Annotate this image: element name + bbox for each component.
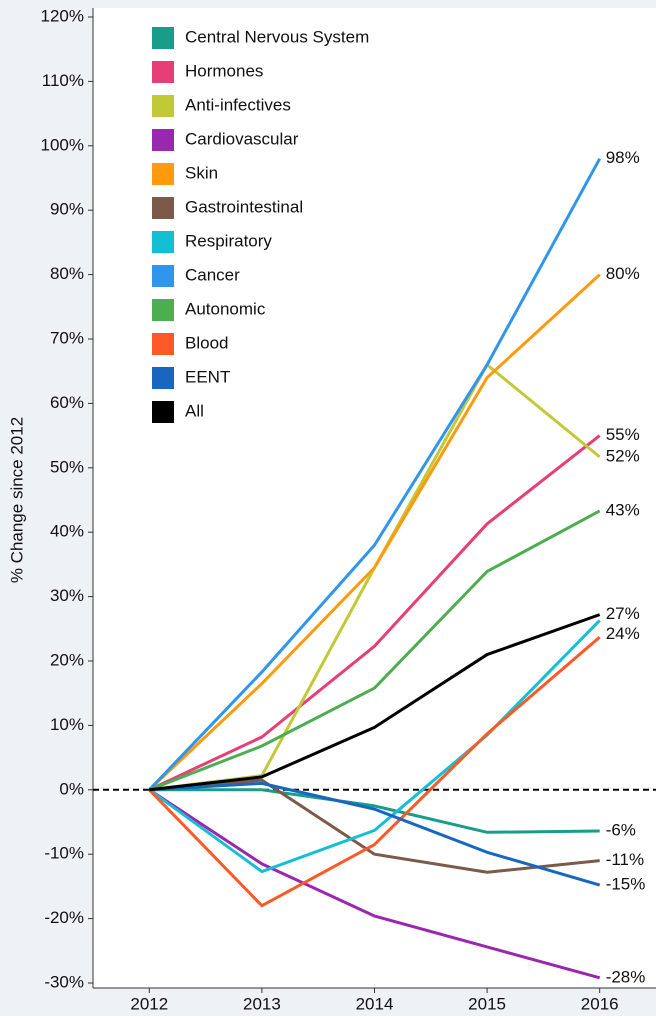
data-label: 80% <box>606 264 640 283</box>
series-line <box>148 636 601 908</box>
y-tick-label: 120% <box>41 6 84 25</box>
y-tick-label: 90% <box>50 200 84 219</box>
series-line <box>148 619 601 874</box>
series-line <box>149 788 600 834</box>
legend-swatch <box>152 299 174 321</box>
legend-label: Hormones <box>185 61 263 80</box>
legend-swatch <box>152 197 174 219</box>
series-line <box>148 273 601 791</box>
x-tick-label: 2012 <box>130 994 168 1013</box>
legend-label: EENT <box>185 367 230 386</box>
legend-label: Cancer <box>185 265 240 284</box>
x-tick-label: 2014 <box>356 994 394 1013</box>
x-tick-label: 2015 <box>468 994 506 1013</box>
y-tick-label: 50% <box>50 457 84 476</box>
x-tick-label: 2013 <box>243 994 281 1013</box>
y-tick-label: 10% <box>50 715 84 734</box>
series-line <box>149 613 601 792</box>
legend-swatch <box>152 27 174 49</box>
series-line <box>149 778 600 874</box>
y-tick-label: -10% <box>44 844 84 863</box>
data-label: 43% <box>606 500 640 519</box>
y-tick-label: 40% <box>50 522 84 541</box>
legend-label: Gastrointestinal <box>185 197 303 216</box>
x-tick-label: 2016 <box>581 994 619 1013</box>
y-tick-label: -20% <box>44 908 84 927</box>
y-tick-label: 60% <box>50 393 84 412</box>
data-label: -15% <box>606 875 646 894</box>
legend-swatch <box>152 367 174 389</box>
legend-swatch <box>152 61 174 83</box>
legend-swatch <box>152 265 174 287</box>
y-tick-label: 70% <box>50 328 84 347</box>
y-tick-label: 80% <box>50 264 84 283</box>
y-tick-label: 0% <box>59 779 84 798</box>
y-axis-label: % Change since 2012 <box>7 417 26 583</box>
legend-label: All <box>185 401 204 420</box>
y-tick-label: 20% <box>50 650 84 669</box>
legend-label: Autonomic <box>185 299 266 318</box>
data-label: -6% <box>606 821 636 840</box>
legend-label: Blood <box>185 333 228 352</box>
data-label: 27% <box>606 604 640 623</box>
y-tick-label: 110% <box>42 71 84 90</box>
series-line <box>148 157 602 791</box>
data-label: 24% <box>606 624 640 643</box>
series-line <box>148 509 601 792</box>
y-tick-label: 100% <box>41 135 84 154</box>
series-line <box>148 434 601 792</box>
y-tick-label: -30% <box>44 972 84 991</box>
legend-swatch <box>152 95 174 117</box>
data-label: 98% <box>606 148 640 167</box>
series-line <box>148 788 601 980</box>
legend-swatch <box>152 163 174 185</box>
legend-swatch <box>152 333 174 355</box>
legend-swatch <box>152 401 174 423</box>
legend-label: Respiratory <box>185 231 272 250</box>
legend-label: Anti-infectives <box>185 95 291 114</box>
data-label: 52% <box>606 446 640 465</box>
data-label: 55% <box>606 425 640 444</box>
data-label: -11% <box>606 850 644 869</box>
legend-label: Skin <box>185 163 218 182</box>
legend-label: Cardiovascular <box>185 129 299 148</box>
plot-area <box>93 8 656 988</box>
legend-label: Central Nervous System <box>185 27 369 46</box>
y-tick-label: 30% <box>50 586 84 605</box>
series-line <box>149 781 601 887</box>
legend-swatch <box>152 231 174 253</box>
legend-swatch <box>152 129 174 151</box>
data-label: -28% <box>606 967 646 986</box>
